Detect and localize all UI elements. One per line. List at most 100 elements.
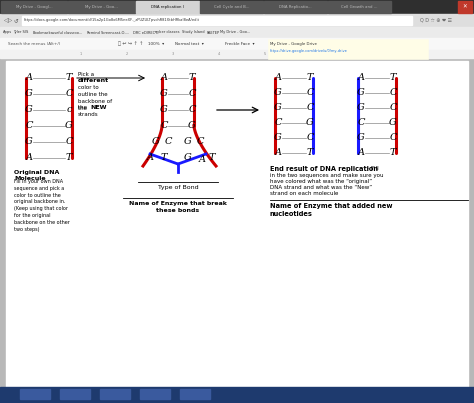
Bar [0, 38, 474, 50]
Bar [22, 16, 412, 25]
Text: have colored what was the “original”: have colored what was the “original” [270, 179, 372, 184]
Text: C: C [306, 103, 314, 112]
Text: C: C [188, 106, 196, 114]
Text: the: the [78, 105, 89, 110]
Text: Original DNA
Molecule: Original DNA Molecule [14, 170, 59, 181]
Text: A: A [146, 154, 154, 162]
Bar [458, 1, 472, 13]
Text: C: C [65, 89, 73, 98]
Text: T: T [66, 154, 72, 162]
Bar [20, 389, 50, 399]
Bar [136, 1, 199, 13]
Text: C: C [65, 137, 73, 147]
Text: G: G [25, 89, 33, 98]
Text: c: c [66, 106, 72, 114]
Text: A: A [357, 73, 365, 82]
Text: in the two sequences and make sure you: in the two sequences and make sure you [270, 173, 383, 178]
Text: Cell Growth and ...: Cell Growth and ... [341, 5, 378, 9]
Text: 2: 2 [126, 52, 128, 56]
Text: T: T [209, 154, 215, 162]
Text: G: G [274, 103, 282, 112]
Text: G: G [152, 137, 160, 147]
Text: G: G [357, 88, 365, 97]
Text: C: C [389, 133, 397, 142]
Text: G: G [389, 118, 397, 127]
Text: Cell Cycle and B...: Cell Cycle and B... [214, 5, 249, 9]
Text: G: G [160, 106, 168, 114]
Text: PAETEP: PAETEP [206, 31, 219, 35]
Text: 6: 6 [310, 52, 312, 56]
Text: useful classroo...: useful classroo... [52, 31, 82, 35]
Text: DRC eDIRECT: DRC eDIRECT [133, 31, 157, 35]
Text: 3: 3 [172, 52, 174, 56]
Text: C: C [25, 121, 33, 131]
Text: Screencast-O-...: Screencast-O-... [101, 31, 130, 35]
Text: C: C [306, 88, 314, 97]
Text: Q D ☆ ⊕ ❤ ☰: Q D ☆ ⊕ ❤ ☰ [420, 18, 452, 23]
Text: DNA replication I: DNA replication I [151, 5, 184, 9]
Text: C: C [188, 89, 196, 98]
Text: C: C [389, 103, 397, 112]
Text: ⎙ ↩ ↪ ↑ ↑: ⎙ ↩ ↪ ↑ ↑ [118, 42, 143, 46]
Bar [268, 39, 428, 59]
Text: G: G [160, 89, 168, 98]
Text: A: A [161, 73, 167, 83]
Text: Pick a: Pick a [78, 72, 94, 77]
Text: NEW: NEW [90, 105, 107, 110]
Text: C: C [306, 133, 314, 142]
Bar [0, 387, 474, 403]
Text: Fill in your own DNA
sequence and pick a
color to outline the
original backbone : Fill in your own DNA sequence and pick a… [14, 179, 70, 232]
Text: T: T [189, 73, 195, 83]
Text: ◁: ◁ [3, 18, 7, 23]
Text: Bookmarks: Bookmarks [32, 31, 53, 35]
Text: G: G [184, 137, 192, 147]
Text: End result of DNA replication: End result of DNA replication [270, 166, 378, 172]
Text: ✕: ✕ [463, 4, 467, 10]
Text: 100%  ▾: 100% ▾ [148, 42, 164, 46]
Text: Tyler SIS: Tyler SIS [13, 31, 28, 35]
Text: Remind: Remind [87, 31, 101, 35]
Bar [200, 1, 263, 13]
Text: ▷: ▷ [8, 18, 12, 23]
Text: T: T [307, 73, 313, 82]
Text: 7: 7 [356, 52, 358, 56]
Bar [0, 14, 474, 27]
Text: https://docs.google.com/document/d/15a2p1Go8o6M5neXF-_zPUZULTpvchR81XtbHRkaI8eA/: https://docs.google.com/document/d/15a2p… [24, 19, 200, 23]
Text: C: C [274, 118, 282, 127]
Text: A: A [274, 148, 282, 157]
Bar [60, 389, 90, 399]
Text: ↺: ↺ [14, 18, 18, 23]
Text: 1: 1 [80, 52, 82, 56]
Text: My Drive - Goo...: My Drive - Goo... [85, 5, 118, 9]
Text: Search the menus (Alt+/): Search the menus (Alt+/) [8, 42, 60, 46]
Bar [68, 1, 135, 13]
Text: 4: 4 [218, 52, 220, 56]
Text: T: T [390, 148, 396, 157]
Text: G: G [25, 106, 33, 114]
Text: - Fill: - Fill [365, 166, 379, 171]
Text: DNA Replicatio...: DNA Replicatio... [279, 5, 312, 9]
Text: T: T [66, 73, 72, 83]
Text: Name of Enzyme that break
these bonds: Name of Enzyme that break these bonds [129, 201, 227, 213]
Text: A: A [274, 73, 282, 82]
Bar [328, 1, 391, 13]
Text: strands: strands [78, 112, 99, 117]
Text: G: G [357, 133, 365, 142]
Text: Freckle Face  ▾: Freckle Face ▾ [225, 42, 255, 46]
Text: A: A [357, 148, 365, 157]
Text: cyber classes: cyber classes [155, 31, 180, 35]
Text: G: G [184, 154, 192, 162]
Bar [0, 58, 474, 403]
Text: G: G [188, 121, 196, 131]
Text: Apps: Apps [3, 31, 12, 35]
Text: C: C [357, 118, 365, 127]
Bar [6, 61, 468, 400]
Text: G: G [357, 103, 365, 112]
Text: G: G [25, 137, 33, 147]
Bar [0, 0, 474, 14]
Text: T: T [390, 73, 396, 82]
Text: Type of Bond: Type of Bond [158, 185, 198, 190]
Bar [0, 27, 474, 38]
Text: A: A [26, 154, 33, 162]
Text: My Drive - Goo...: My Drive - Goo... [220, 31, 250, 35]
